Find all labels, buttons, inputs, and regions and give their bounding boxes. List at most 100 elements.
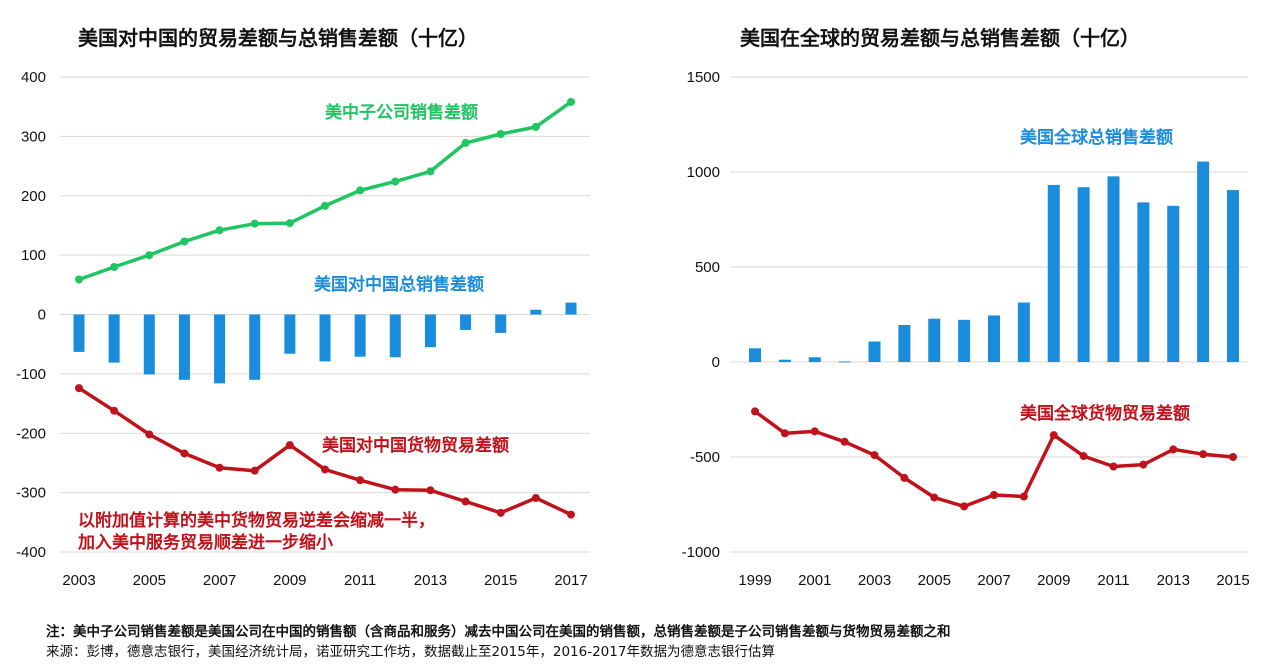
x-tick-label: 2017 <box>554 572 587 589</box>
data-point <box>110 263 119 271</box>
y-tick-label: -200 <box>16 425 46 442</box>
y-tick-label: -300 <box>16 485 46 502</box>
y-tick-label: -500 <box>690 449 720 466</box>
bar <box>530 309 542 315</box>
data-point <box>780 429 789 438</box>
data-point <box>496 130 505 138</box>
data-point <box>391 485 400 494</box>
data-point <box>496 508 505 517</box>
x-tick-label: 2007 <box>977 572 1010 589</box>
data-point <box>321 201 329 210</box>
data-point <box>1019 492 1028 501</box>
data-point <box>180 449 189 458</box>
data-point <box>75 275 83 284</box>
bar <box>928 318 941 362</box>
y-tick-label: 300 <box>21 128 46 145</box>
data-point <box>567 97 575 106</box>
y-tick-label: -100 <box>16 366 46 383</box>
series-label: 美国全球货物贸易差额 <box>1020 403 1190 424</box>
x-tick-label: 2003 <box>858 572 891 589</box>
bar <box>1227 190 1239 362</box>
data-point <box>426 167 435 176</box>
line-series <box>751 407 1237 511</box>
series-line <box>78 100 573 282</box>
bar <box>319 314 331 362</box>
data-point <box>751 407 759 416</box>
footnote-source: 来源：彭博，德意志银行，美国经济统计局，诺亚研究工作坊，数据截止至2015年，2… <box>46 644 775 660</box>
bar <box>898 324 911 362</box>
data-point <box>75 384 83 393</box>
bar <box>1197 161 1210 362</box>
y-tick-label: 400 <box>21 69 46 86</box>
data-point <box>145 251 154 260</box>
annotation-text: 加入美中服务贸易顺差进一步缩小 <box>77 532 333 553</box>
bar <box>1167 205 1180 362</box>
data-point <box>110 406 119 415</box>
data-point <box>145 430 154 439</box>
data-point <box>1109 462 1118 471</box>
bar <box>108 314 120 363</box>
bar <box>1017 302 1030 362</box>
x-tick-label: 2003 <box>62 572 95 589</box>
data-point <box>426 486 435 495</box>
bar <box>249 314 261 380</box>
x-tick-label: 2005 <box>133 572 166 589</box>
data-point <box>391 177 400 186</box>
data-point <box>990 491 998 499</box>
data-point <box>356 476 365 485</box>
bar-series <box>73 302 577 384</box>
data-point <box>567 510 575 519</box>
data-point <box>285 441 294 450</box>
y-tick-label: 0 <box>712 354 720 371</box>
data-point <box>840 437 849 446</box>
y-tick-label: 1000 <box>687 164 720 181</box>
bar <box>284 314 296 354</box>
bar <box>1047 184 1060 362</box>
data-point <box>810 427 819 436</box>
bar <box>749 348 761 362</box>
x-tick-label: 2005 <box>918 572 951 589</box>
data-point <box>461 497 470 506</box>
series-label: 美国全球总销售差额 <box>1020 127 1173 148</box>
bar <box>73 314 85 352</box>
y-tick-label: -1000 <box>682 544 720 561</box>
data-point <box>870 451 879 460</box>
y-tick-label: 1500 <box>687 69 720 86</box>
data-point <box>461 138 470 147</box>
data-point <box>250 219 259 228</box>
x-tick-label: 2011 <box>1097 572 1129 589</box>
data-point <box>285 219 294 228</box>
left-chart-title: 美国对中国的贸易差额与总销售差额（十亿） <box>78 26 478 50</box>
data-point <box>531 122 540 131</box>
bar <box>565 302 577 315</box>
bar <box>988 315 1000 362</box>
y-tick-label: 0 <box>38 307 46 324</box>
x-tick-label: 2015 <box>484 572 517 589</box>
bar-series <box>749 161 1239 363</box>
bar <box>838 361 851 363</box>
data-point <box>1079 452 1088 461</box>
series-label: 美国对中国总销售差额 <box>314 274 484 295</box>
data-point <box>180 237 189 246</box>
series-label: 美国对中国货物贸易差额 <box>322 435 509 456</box>
data-point <box>1049 431 1058 440</box>
x-tick-label: 2013 <box>1157 572 1190 589</box>
y-tick-label: 500 <box>695 259 720 276</box>
line-series <box>75 97 575 284</box>
data-point <box>215 226 224 235</box>
data-point <box>930 493 939 502</box>
y-tick-label: -400 <box>16 544 46 561</box>
footnote-note: 注：美中子公司销售差额是美国公司在中国的销售额（含商品和服务）减去中国公司在美国… <box>46 624 951 640</box>
y-tick-label: 100 <box>21 247 46 264</box>
x-tick-label: 2015 <box>1216 572 1249 589</box>
y-tick-label: 200 <box>21 188 46 205</box>
data-point <box>900 473 909 482</box>
bar <box>354 314 366 357</box>
right-chart-title: 美国在全球的贸易差额与总销售差额（十亿） <box>740 26 1140 50</box>
bar <box>178 314 190 380</box>
bar <box>808 357 821 362</box>
line-series <box>75 384 575 519</box>
bar <box>424 314 436 348</box>
bar <box>389 314 401 358</box>
global-chart: 1500 1000 500 0 -500 -1000 1999 2001 2003 2005 200… <box>682 69 1250 589</box>
